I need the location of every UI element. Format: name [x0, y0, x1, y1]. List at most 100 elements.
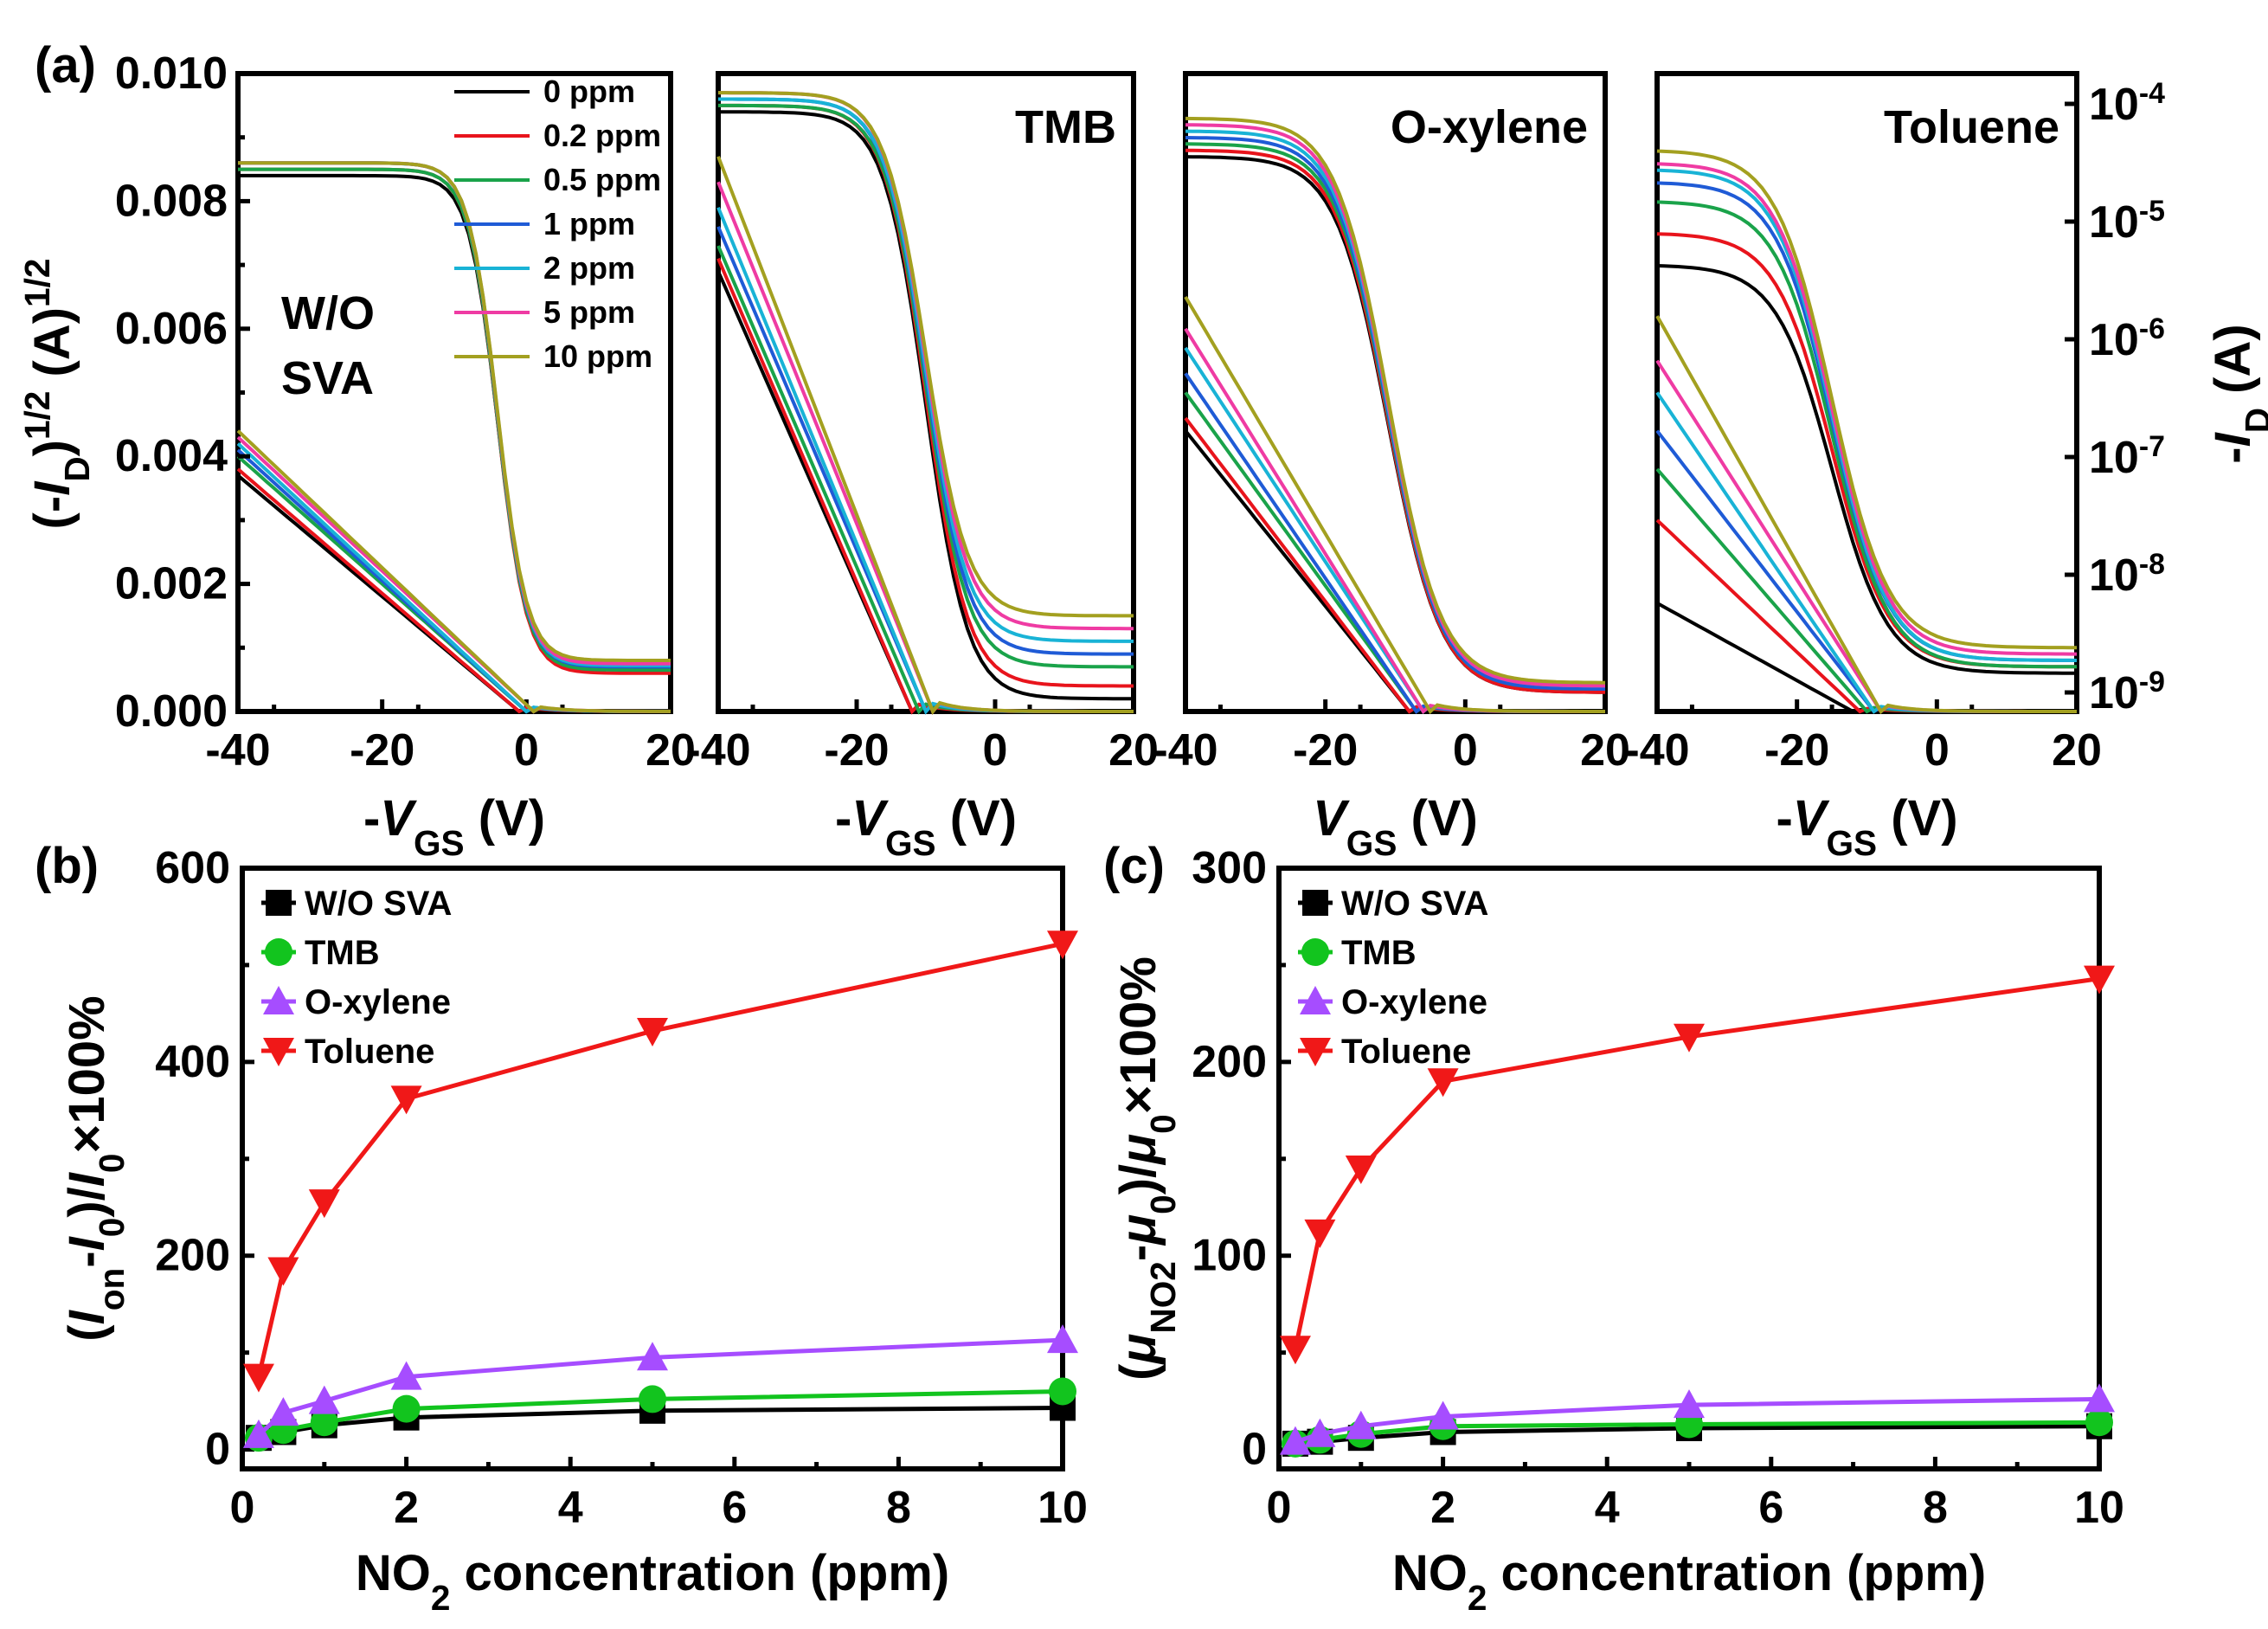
marker-triangle-down: [1304, 1219, 1336, 1248]
lin-curve-10ppm: [1184, 295, 1605, 715]
x-tick-label: 0: [1267, 1483, 1292, 1533]
sat-curve-10ppm: [1185, 116, 1606, 685]
sat-curve-1ppm: [1185, 136, 1605, 691]
marker-triangle-down: [263, 1038, 294, 1066]
x-tick-label: 4: [558, 1483, 583, 1533]
y-tick-label: 100: [1192, 1231, 1267, 1281]
legend-label: 1 ppm: [543, 206, 635, 241]
transfer-panel-4: -40 -20 0 20 Toluene -VGS (V): [1624, 71, 2102, 863]
marker-triangle-up: [1674, 1389, 1705, 1419]
lin-curve-0.5ppm: [1655, 467, 2077, 714]
x-tick-label: 20: [1108, 725, 1159, 776]
legend-label: 2 ppm: [543, 250, 635, 286]
x-tick-label: 4: [1595, 1483, 1620, 1533]
sat-curve-0.5ppm: [1185, 142, 1605, 691]
marker-triangle-down: [390, 1085, 422, 1115]
y-tick-label: 0.010: [115, 48, 228, 99]
sat-curve-2ppm: [1656, 168, 2078, 662]
marker-triangle-up: [1279, 1426, 1311, 1455]
x-tick-label: -40: [205, 725, 270, 776]
marker-circle: [1049, 1377, 1076, 1406]
y-tick-label: 400: [155, 1037, 230, 1087]
transfer-panel-1: -40 -20 0 20 W/O SVA -VGS (V): [205, 71, 696, 863]
legend-label: 10 ppm: [543, 338, 652, 374]
y-tick-label: 200: [155, 1231, 230, 1281]
y-tick-label: 0: [1242, 1425, 1267, 1475]
marker-triangle-up: [1345, 1410, 1377, 1439]
legend-label: O-xylene: [1341, 983, 1487, 1021]
y-right-tick-label: 10-9: [2089, 666, 2165, 718]
lin-curve-2ppm: [716, 207, 1134, 715]
legend-label: 0.5 ppm: [543, 162, 661, 197]
x-tick-label: -40: [1624, 725, 1689, 776]
marker-triangle-up: [263, 986, 294, 1014]
series-line: [1293, 976, 2100, 1349]
marker-circle: [639, 1385, 666, 1413]
x-tick-label: 0: [983, 725, 1008, 776]
x-tick-label: 0: [1924, 725, 1950, 776]
x-tick-label: 10: [2074, 1483, 2124, 1533]
y-axis-label-left: (-ID)1/2 (A)1/2: [17, 259, 97, 530]
panel-frame: [1183, 71, 1608, 714]
x-tick-label: 2: [394, 1483, 419, 1533]
series-toluene: [242, 930, 1078, 1393]
y-axis-label: (Ion-I0)/I0×100%: [59, 995, 132, 1341]
marker-triangle-up: [1304, 1418, 1336, 1447]
marker-circle: [1301, 938, 1329, 966]
marker-triangle-down: [1674, 1023, 1705, 1053]
marker-triangle-up: [2084, 1383, 2115, 1413]
y-tick-label: 0.006: [115, 304, 228, 354]
marker-circle: [392, 1394, 421, 1423]
y-tick-label: 600: [155, 843, 230, 893]
sat-curve-0ppm: [1656, 264, 2077, 675]
legend-label: Toluene: [305, 1033, 434, 1071]
y-axis-label: (μNO2-μ0)/μ0×100%: [1110, 956, 1183, 1381]
marker-triangle-up: [1300, 986, 1331, 1014]
x-tick-label: -40: [1153, 725, 1218, 776]
x-tick-label: 10: [1038, 1483, 1088, 1533]
marker-triangle-up: [242, 1419, 274, 1448]
y-tick-label: 0.002: [115, 559, 228, 609]
panel-frame: [1654, 71, 2079, 714]
panel-b-on-current-response: 0 2 4 6 8 10 0 200 400 600 W/O SVA TMB O-xylene Tolue…: [59, 843, 1088, 1618]
sat-curve-0.2ppm: [1185, 148, 1605, 694]
marker-triangle-down: [637, 1018, 668, 1047]
sat-curve-10ppm: [718, 91, 1134, 618]
legend-label: Toluene: [1341, 1033, 1471, 1071]
x-tick-label: 0: [230, 1483, 255, 1533]
marker-triangle-down: [1047, 930, 1078, 960]
x-tick-label: -40: [685, 725, 750, 776]
sat-curve-0.2ppm: [1656, 232, 2077, 669]
marker-triangle-down: [1345, 1156, 1377, 1184]
legend-label: W/O SVA: [305, 885, 452, 923]
panel-a-transfer-curves: -40 -20 0 20 W/O SVA -VGS (V) -40 -20 0 20 TMB -VGS …: [17, 48, 2268, 863]
sat-curve-0.2ppm: [238, 167, 671, 675]
marker-triangle-down: [2084, 965, 2115, 995]
marker-triangle-down: [1279, 1336, 1311, 1365]
marker-square: [266, 890, 292, 916]
legend-label: 0 ppm: [543, 74, 635, 109]
marker-circle: [2085, 1408, 2113, 1437]
x-tick-label: -20: [824, 725, 889, 776]
marker-triangle-up: [637, 1342, 668, 1371]
transfer-panel-3: -40 -20 0 20 O-xylene VGS (V): [1153, 71, 1630, 863]
sat-curve-5ppm: [1656, 162, 2077, 656]
marker-circle: [310, 1408, 338, 1437]
sat-curve-1ppm: [1656, 181, 2078, 662]
x-tick-label: -20: [1764, 725, 1829, 776]
marker-circle: [265, 938, 292, 966]
marker-triangle-up: [390, 1361, 422, 1390]
marker-square: [1302, 890, 1328, 916]
y-tick-label: 0: [205, 1425, 230, 1475]
x-axis-label: -VGS (V): [1776, 790, 1957, 863]
panel-title: Toluene: [1884, 101, 2059, 153]
sat-curve-0.5ppm: [1656, 200, 2077, 669]
legend-label: O-xylene: [305, 983, 451, 1021]
marker-triangle-down: [1427, 1068, 1459, 1098]
legend-label: W/O SVA: [1341, 885, 1488, 923]
x-tick-label: 8: [886, 1483, 911, 1533]
x-tick-label: 6: [1758, 1483, 1783, 1533]
lin-curve-10ppm: [1655, 315, 2077, 715]
y-tick-label: 200: [1192, 1037, 1267, 1087]
